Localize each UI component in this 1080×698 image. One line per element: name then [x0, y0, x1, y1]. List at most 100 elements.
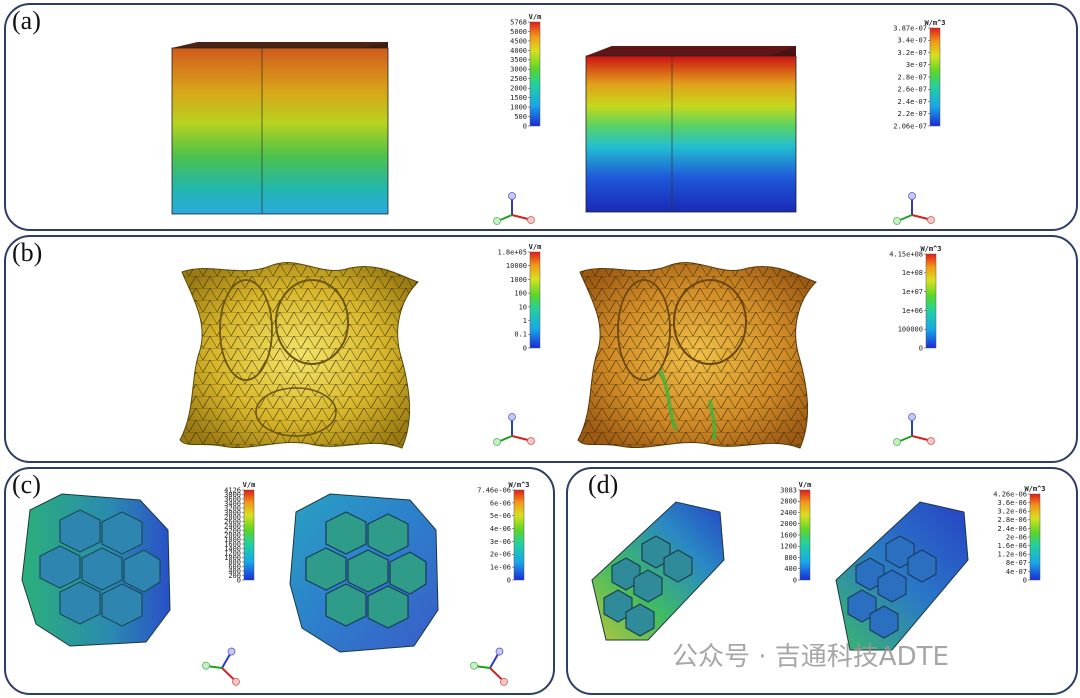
colorbar-unit: W/m^3 — [920, 245, 941, 253]
cube-electric-field — [171, 42, 389, 215]
colorbar-tick-label: 2.4e-06 — [997, 525, 1027, 533]
colorbar-c1: V/m4126380036003400320030002800260024002… — [224, 481, 255, 584]
colorbar-tick-label: 3.4e-07 — [897, 37, 927, 45]
axis-triad-a2 — [892, 191, 936, 226]
colorbar-tick-label: 3000 — [224, 509, 241, 517]
colorbar-tick-label: 3000 — [510, 66, 527, 74]
colorbar-tick-label: 8e-07 — [1006, 559, 1027, 567]
colorbar-tick-label: 3500 — [510, 56, 527, 64]
colorbar-tick-label: 2.2e-07 — [897, 110, 927, 118]
colorbars: V/m5768500045004000350030002500200015001… — [224, 13, 1045, 584]
colorbar-tick-label: 2e-06 — [1006, 533, 1027, 541]
gyroid-electric-field — [179, 262, 419, 449]
colorbar-tick-label: 2500 — [510, 75, 527, 83]
colorbar-tick-label: 1.2e-06 — [997, 551, 1027, 559]
colorbar-tick-label: 2600 — [224, 518, 241, 526]
colorbar-tick-label: 1500 — [510, 94, 527, 102]
colorbar-tick-label: 1000 — [510, 276, 527, 284]
colorbar-tick-label: 10000 — [506, 262, 527, 270]
colorbar-tick-label: 1e+06 — [902, 307, 923, 315]
colorbar-tick-label: 1.8e+05 — [497, 248, 527, 256]
colorbar-tick-label: 2.8e-07 — [897, 73, 927, 81]
colorbar-unit: V/m — [799, 481, 812, 489]
colorbar-a2: W/m^33.87e-07 3.4e-07 3.2e-07 3e-07 2.8e-07 2… — [893, 19, 945, 130]
colorbar-tick-label: 2400 — [224, 522, 241, 530]
colorbar-tick-label: 0 — [793, 576, 797, 584]
colorbar-unit: V/m — [243, 481, 256, 489]
colorbar-tick-label: 100 — [514, 290, 527, 298]
colorbar-tick-label: 1000 — [510, 103, 527, 111]
colorbar-tick-label: 4500 — [510, 37, 527, 45]
colorbar-tick-label: 3.2e-06 — [997, 508, 1027, 516]
colorbar-tick-label: 1200 — [224, 549, 241, 557]
colorbar-tick-label: 0.1 — [514, 331, 527, 339]
colorbar-unit: V/m — [529, 243, 542, 251]
colorbar-tick-label: 0 — [919, 344, 923, 352]
colorbar-unit: W/m^3 — [1024, 485, 1045, 493]
colorbar-tick-label: 3083 — [780, 486, 797, 494]
colorbar-tick-label: 4e-06 — [490, 525, 511, 533]
colorbar-tick-label: 1e+07 — [902, 288, 923, 296]
colorbar-tick-label: 200 — [228, 572, 241, 580]
colorbar-tick-label: 1e-06 — [490, 564, 511, 572]
colorbar-gradient — [1029, 493, 1041, 581]
honeycomb-power-density — [289, 493, 439, 653]
colorbar-tick-label: 2.06e-07 — [893, 122, 927, 130]
colorbar-tick-label: 1000 — [224, 554, 241, 562]
colorbar-c2: W/m^37.46e-06 6e-06 5e-06 4e-06 3e-06 2e-06 1e… — [477, 481, 529, 584]
tilted-honeycomb-power-density — [835, 501, 969, 651]
gyroid-power-density — [577, 262, 817, 449]
colorbar-tick-label: 3.6e-06 — [997, 499, 1027, 507]
axis-triad-b2 — [892, 412, 936, 447]
panel-label-d: (d) — [588, 470, 619, 499]
colorbar-tick-label: 1e+08 — [902, 269, 923, 277]
colorbar-unit: W/m^3 — [924, 19, 945, 27]
colorbar-tick-label: 2200 — [224, 527, 241, 535]
colorbar-tick-label: 3e-07 — [906, 61, 927, 69]
honeycomb-electric-field — [21, 493, 171, 647]
panel-label-c: (c) — [12, 470, 41, 499]
colorbar-tick-label: 1800 — [224, 536, 241, 544]
colorbar-tick-label: 1400 — [224, 545, 241, 553]
axis-triad-c1 — [200, 638, 254, 689]
colorbar-tick-label: 2000 — [510, 85, 527, 93]
colorbar-gradient — [529, 251, 541, 349]
colorbar-tick-label: 3200 — [224, 504, 241, 512]
colorbar-tick-label: 7.46e-06 — [477, 486, 511, 494]
colorbar-tick-label: 1600 — [224, 540, 241, 548]
colorbar-tick-label: 2.8e-06 — [997, 516, 1027, 524]
colorbar-tick-label: 0 — [1023, 576, 1027, 584]
colorbar-tick-label: 6e-06 — [490, 499, 511, 507]
colorbar-d2: W/m^34.26e-063.6e-063.2e-062.8e-062.4e-0… — [993, 485, 1045, 584]
colorbar-tick-label: 400 — [784, 565, 797, 573]
colorbar-gradient — [513, 489, 525, 581]
colorbar-tick-label: 3600 — [224, 495, 241, 503]
colorbar-b1: V/m1.8e+05 10000 1000 100 10 1 0.1 0 — [497, 243, 541, 352]
colorbar-tick-label: 2000 — [780, 520, 797, 528]
colorbar-tick-label: 2e-06 — [490, 551, 511, 559]
colorbar-tick-label: 3.2e-07 — [897, 49, 927, 57]
colorbar-tick-label: 3800 — [224, 491, 241, 499]
colorbar-tick-label: 0 — [523, 344, 527, 352]
colorbar-tick-label: 3e-06 — [490, 538, 511, 546]
colorbar-tick-label: 5e-06 — [490, 512, 511, 520]
watermark: 公众号 · 吉通科技ADTE — [672, 642, 949, 672]
colorbar-tick-label: 100000 — [898, 326, 923, 334]
axis-triad-a1 — [492, 191, 536, 226]
colorbar-tick-label: 5000 — [510, 28, 527, 36]
colorbar-tick-label: 800 — [228, 558, 241, 566]
colorbar-gradient — [925, 253, 937, 349]
axis-triad-c2 — [468, 638, 522, 689]
colorbar-tick-label: 4e-07 — [1006, 568, 1027, 576]
colorbar-tick-label: 3.87e-07 — [893, 24, 927, 32]
colorbar-tick-label: 4000 — [510, 47, 527, 55]
colorbar-tick-label: 2000 — [224, 531, 241, 539]
colorbar-tick-label: 2.6e-07 — [897, 86, 927, 94]
colorbar-tick-label: 10 — [519, 303, 527, 311]
colorbar-a1: V/m5768500045004000350030002500200015001… — [510, 13, 541, 130]
colorbar-tick-label: 500 — [514, 113, 527, 121]
cube-power-density — [585, 46, 797, 213]
colorbar-tick-label: 0 — [507, 576, 511, 584]
